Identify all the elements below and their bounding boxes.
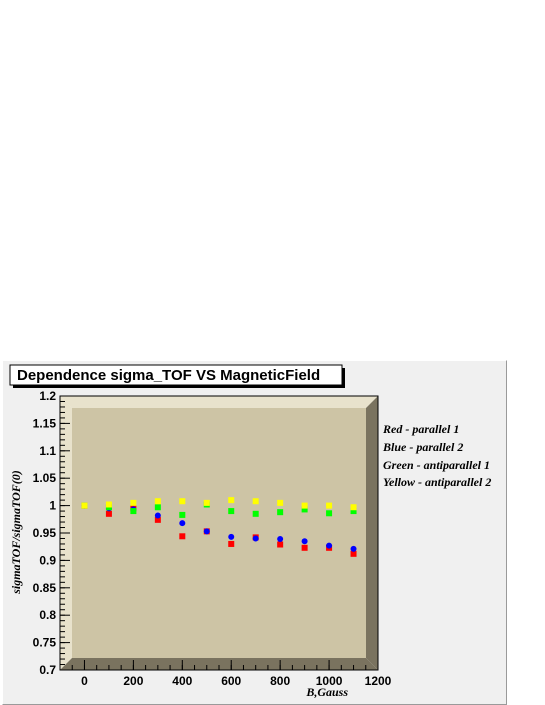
- data-point-series-0: [179, 533, 186, 540]
- legend-entry-blue: Blue - parallel 2: [382, 440, 463, 454]
- data-point-series-3: [81, 502, 88, 509]
- y-tick-label: 0.9: [39, 553, 56, 567]
- y-tick-label: 1.1: [39, 444, 56, 458]
- data-point-series-0: [154, 516, 161, 523]
- data-point-series-2: [350, 508, 357, 515]
- data-point-series-0: [301, 544, 308, 551]
- data-point-series-1: [326, 542, 333, 549]
- plot-frame: [59, 395, 379, 671]
- data-point-series-0: [350, 550, 357, 557]
- data-point-series-1: [252, 535, 259, 542]
- data-point-series-3: [179, 498, 186, 505]
- legend-entry-red: Red - parallel 1: [382, 422, 459, 436]
- data-point-series-1: [203, 528, 210, 535]
- data-point-series-3: [350, 504, 357, 511]
- data-point-series-3: [326, 502, 333, 509]
- data-points: [81, 497, 357, 557]
- y-tick-label: 1.05: [33, 471, 57, 485]
- data-point-series-2: [252, 510, 259, 517]
- data-point-series-2: [130, 508, 137, 515]
- data-point-series-2: [301, 506, 308, 513]
- chart-title-box: Dependence sigma_TOF VS MagneticField: [9, 364, 345, 388]
- y-tick-label: 0.95: [33, 526, 57, 540]
- axes: 0.7 0.75 0.8 0.85 0.9 0.95 1 1.05 1.1 1.15 1.2 0 200…: [33, 389, 392, 688]
- data-point-series-3: [301, 502, 308, 509]
- data-point-series-3: [277, 499, 284, 506]
- data-point-series-1: [154, 512, 161, 519]
- data-point-series-2: [154, 504, 161, 511]
- y-axis-label: sigmaTOF/sigmaTOF(0): [9, 470, 23, 595]
- y-tick-label: 1.15: [33, 416, 57, 430]
- y-tick-label: 0.75: [33, 636, 57, 650]
- data-point-series-0: [228, 540, 235, 547]
- data-point-series-1: [350, 545, 357, 552]
- data-point-series-0: [277, 541, 284, 548]
- data-point-series-3: [203, 499, 210, 506]
- data-point-series-3: [130, 499, 137, 506]
- legend-entry-yellow: Yellow - antiparallel 2: [383, 475, 491, 489]
- y-tick-label: 0.8: [39, 608, 56, 622]
- plot-area: [72, 408, 366, 658]
- data-point-series-1: [228, 533, 235, 540]
- data-point-series-2: [228, 508, 235, 515]
- y-tick-label: 0.7: [39, 663, 56, 677]
- x-tick-label: 1200: [365, 674, 392, 688]
- x-tick-label: 200: [123, 674, 143, 688]
- data-point-series-2: [326, 510, 333, 517]
- x-tick-label: 400: [172, 674, 192, 688]
- x-axis-label: B,Gauss: [305, 685, 348, 699]
- data-point-series-3: [252, 498, 259, 505]
- x-tick-label: 1000: [316, 674, 343, 688]
- data-point-series-0: [105, 510, 112, 517]
- data-point-series-1: [277, 536, 284, 543]
- chart-title: Dependence sigma_TOF VS MagneticField: [17, 367, 320, 384]
- data-point-series-3: [154, 498, 161, 505]
- y-tick-label: 1.2: [39, 389, 56, 403]
- y-tick-label: 0.85: [33, 581, 57, 595]
- x-tick-label: 600: [221, 674, 241, 688]
- x-tick-label: 800: [270, 674, 290, 688]
- data-point-series-2: [277, 509, 284, 516]
- data-point-series-3: [228, 497, 235, 504]
- data-point-series-1: [179, 520, 186, 527]
- data-point-series-1: [301, 538, 308, 545]
- legend-entry-green: Green - antiparallel 1: [383, 458, 490, 472]
- x-tick-label: 0: [81, 674, 88, 688]
- legend: Red - parallel 1 Blue - parallel 2 Green…: [382, 422, 491, 489]
- y-tick-label: 1: [49, 499, 56, 513]
- data-point-series-2: [179, 511, 186, 518]
- data-point-series-3: [105, 501, 112, 508]
